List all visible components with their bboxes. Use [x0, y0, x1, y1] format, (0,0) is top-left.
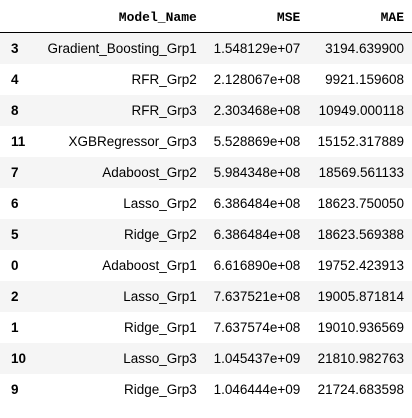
table-row: 0 Adaboost_Grp1 6.616890e+08 19752.423913	[0, 250, 412, 281]
results-table: Model_Name MSE MAE 3 Gradient_Boosting_Gr…	[0, 4, 412, 405]
mse-cell: 2.303468e+08	[213, 103, 301, 118]
mae-header: MAE	[308, 4, 412, 33]
mse-cell: 7.637574e+08	[213, 320, 301, 335]
mse-cell: 1.548129e+07	[213, 41, 301, 56]
mse-cell: 2.128067e+08	[213, 72, 301, 87]
table-row: 5 Ridge_Grp2 6.386484e+08 18623.569388	[0, 219, 412, 250]
mae-cell: 3194.639900	[325, 41, 404, 56]
table-row: 9 Ridge_Grp3 1.046444e+09 21724.683598	[0, 374, 412, 405]
model-name-cell: RFR_Grp2	[131, 72, 197, 87]
row-index: 3	[11, 41, 19, 56]
row-index: 11	[11, 134, 26, 149]
table-body: 3 Gradient_Boosting_Grp1 1.548129e+07 3194.…	[0, 32, 412, 405]
model-name-cell: XGBRegressor_Grp3	[68, 134, 197, 149]
mae-cell: 19005.871814	[317, 289, 404, 304]
mse-cell: 6.386484e+08	[213, 196, 301, 211]
model-name-cell: Lasso_Grp1	[123, 289, 197, 304]
model-name-cell: Ridge_Grp1	[124, 320, 197, 335]
table-row: 4 RFR_Grp2 2.128067e+08 9921.159608	[0, 64, 412, 95]
model-name-cell: Ridge_Grp3	[124, 382, 197, 397]
row-index: 5	[11, 227, 19, 242]
row-index: 8	[11, 103, 19, 118]
table-row: 2 Lasso_Grp1 7.637521e+08 19005.871814	[0, 281, 412, 312]
mse-header: MSE	[204, 4, 309, 33]
mae-cell: 18569.561133	[318, 165, 404, 180]
table-row: 7 Adaboost_Grp2 5.984348e+08 18569.561133	[0, 157, 412, 188]
index-header	[0, 4, 35, 33]
table-row: 3 Gradient_Boosting_Grp1 1.548129e+07 3194.…	[0, 32, 412, 64]
model-name-cell: Adaboost_Grp2	[102, 165, 197, 180]
mae-cell: 18623.569388	[317, 227, 404, 242]
mae-cell: 15152.317889	[317, 134, 404, 149]
model-name-cell: Ridge_Grp2	[124, 227, 197, 242]
table-row: 6 Lasso_Grp2 6.386484e+08 18623.750050	[0, 188, 412, 219]
header-row: Model_Name MSE MAE	[0, 4, 412, 33]
mse-cell: 7.637521e+08	[213, 289, 301, 304]
table-row: 8 RFR_Grp3 2.303468e+08 10949.000118	[0, 95, 412, 126]
mae-cell: 21810.982763	[317, 351, 404, 366]
table-row: 11 XGBRegressor_Grp3 5.528869e+08 15152.317…	[0, 126, 412, 157]
mae-cell: 19010.936569	[317, 320, 404, 335]
mae-cell: 9921.159608	[325, 72, 404, 87]
model-name-cell: Adaboost_Grp1	[102, 258, 197, 273]
table-row: 1 Ridge_Grp1 7.637574e+08 19010.936569	[0, 312, 412, 343]
row-index: 0	[11, 258, 19, 273]
mae-cell: 18623.750050	[317, 196, 404, 211]
row-index: 2	[11, 289, 19, 304]
row-index: 10	[11, 351, 27, 366]
model-name-cell: Gradient_Boosting_Grp1	[47, 41, 197, 56]
mse-cell: 1.045437e+09	[213, 351, 301, 366]
mse-cell: 6.386484e+08	[213, 227, 301, 242]
mse-cell: 1.046444e+09	[213, 382, 301, 397]
mae-cell: 21724.683598	[317, 382, 404, 397]
row-index: 9	[11, 382, 19, 397]
model-name-cell: Lasso_Grp3	[123, 351, 197, 366]
row-index: 4	[11, 72, 19, 87]
mse-cell: 5.984348e+08	[213, 165, 301, 180]
row-index: 1	[11, 320, 19, 335]
table-header: Model_Name MSE MAE	[0, 4, 412, 33]
mse-cell: 5.528869e+08	[213, 134, 301, 149]
model-name-cell: Lasso_Grp2	[123, 196, 197, 211]
model-name-cell: RFR_Grp3	[131, 103, 197, 118]
row-index: 6	[11, 196, 19, 211]
table-row: 10 Lasso_Grp3 1.045437e+09 21810.982763	[0, 343, 412, 374]
mae-cell: 19752.423913	[317, 258, 404, 273]
model-name-header: Model_Name	[34, 4, 205, 33]
mse-cell: 6.616890e+08	[213, 258, 301, 273]
mae-cell: 10949.000118	[318, 103, 404, 118]
row-index: 7	[11, 165, 19, 180]
